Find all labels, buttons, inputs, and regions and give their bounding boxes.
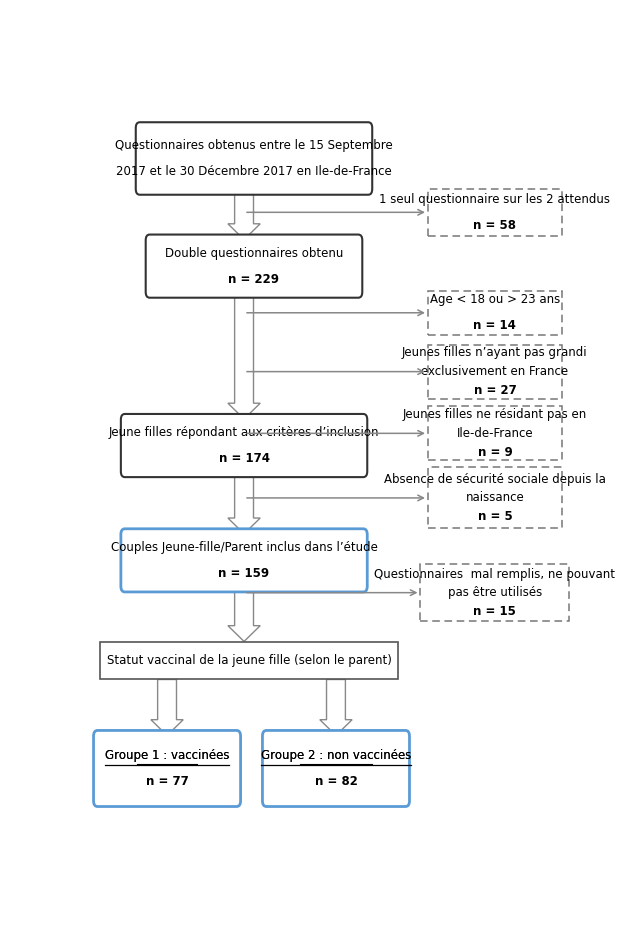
- Text: 2017 et le 30 Décembre 2017 en Ile-de-France: 2017 et le 30 Décembre 2017 en Ile-de-Fr…: [116, 165, 392, 178]
- Bar: [428, 189, 562, 236]
- FancyBboxPatch shape: [94, 731, 240, 806]
- Text: Questionnaires  mal remplis, ne pouvant: Questionnaires mal remplis, ne pouvant: [374, 568, 615, 581]
- Text: exclusivement en France: exclusivement en France: [421, 365, 569, 378]
- Text: 1 seul questionnaire sur les 2 attendus: 1 seul questionnaire sur les 2 attendus: [379, 193, 610, 206]
- FancyArrow shape: [228, 472, 260, 534]
- Text: Groupe 2 : non vaccinées: Groupe 2 : non vaccinées: [261, 749, 411, 762]
- Text: Groupe 2 : non vaccinées: Groupe 2 : non vaccinées: [261, 749, 411, 762]
- Text: Ile-de-France: Ile-de-France: [456, 427, 533, 440]
- Bar: [428, 345, 562, 399]
- Text: Questionnaires obtenus entre le 15 Septembre: Questionnaires obtenus entre le 15 Septe…: [115, 139, 393, 152]
- Text: n = 159: n = 159: [219, 567, 270, 580]
- FancyBboxPatch shape: [146, 235, 362, 297]
- Text: n = 77: n = 77: [146, 774, 188, 788]
- Text: Double questionnaires obtenu: Double questionnaires obtenu: [165, 247, 343, 260]
- FancyArrow shape: [151, 679, 183, 735]
- Text: Absence de sécurité sociale depuis la: Absence de sécurité sociale depuis la: [384, 473, 606, 486]
- Bar: [428, 406, 562, 460]
- Bar: [428, 291, 562, 335]
- Bar: [100, 642, 398, 679]
- Text: Groupe 2 : non vaccinées: Groupe 2 : non vaccinées: [261, 749, 411, 762]
- Bar: [428, 468, 562, 528]
- Text: Jeunes filles ne résidant pas en: Jeunes filles ne résidant pas en: [403, 408, 587, 421]
- Text: n = 9: n = 9: [478, 445, 512, 459]
- FancyArrow shape: [320, 679, 352, 735]
- FancyBboxPatch shape: [121, 414, 367, 477]
- Text: n = 174: n = 174: [219, 452, 270, 465]
- Text: Groupe 1 : vaccinées: Groupe 1 : vaccinées: [105, 749, 229, 762]
- Text: Jeune filles répondant aux critères d’inclusion: Jeune filles répondant aux critères d’in…: [109, 426, 379, 439]
- FancyBboxPatch shape: [262, 731, 410, 806]
- Text: Statut vaccinal de la jeune fille (selon le parent): Statut vaccinal de la jeune fille (selon…: [106, 654, 392, 667]
- Text: n = 5: n = 5: [478, 510, 512, 523]
- Text: naissance: naissance: [465, 491, 524, 504]
- Text: n = 15: n = 15: [474, 605, 517, 618]
- Text: Groupe 1 : vaccinées: Groupe 1 : vaccinées: [105, 749, 229, 762]
- Bar: [420, 564, 569, 622]
- FancyBboxPatch shape: [136, 122, 372, 195]
- Text: n = 229: n = 229: [228, 272, 279, 285]
- Text: n = 14: n = 14: [474, 319, 517, 332]
- Text: n = 27: n = 27: [474, 384, 516, 397]
- Text: pas être utilisés: pas être utilisés: [448, 586, 542, 599]
- Text: Couples Jeune-fille/Parent inclus dans l’étude: Couples Jeune-fille/Parent inclus dans l…: [111, 541, 378, 554]
- FancyArrow shape: [228, 292, 260, 419]
- Text: n = 82: n = 82: [315, 774, 358, 788]
- FancyArrow shape: [228, 188, 260, 240]
- Text: Groupe 1 : vaccinées: Groupe 1 : vaccinées: [105, 749, 229, 762]
- Text: Jeunes filles n’ayant pas grandi: Jeunes filles n’ayant pas grandi: [402, 347, 588, 360]
- Text: Age < 18 ou > 23 ans: Age < 18 ou > 23 ans: [430, 294, 560, 307]
- Text: n = 58: n = 58: [474, 219, 517, 232]
- FancyBboxPatch shape: [121, 528, 367, 592]
- FancyArrow shape: [228, 586, 260, 641]
